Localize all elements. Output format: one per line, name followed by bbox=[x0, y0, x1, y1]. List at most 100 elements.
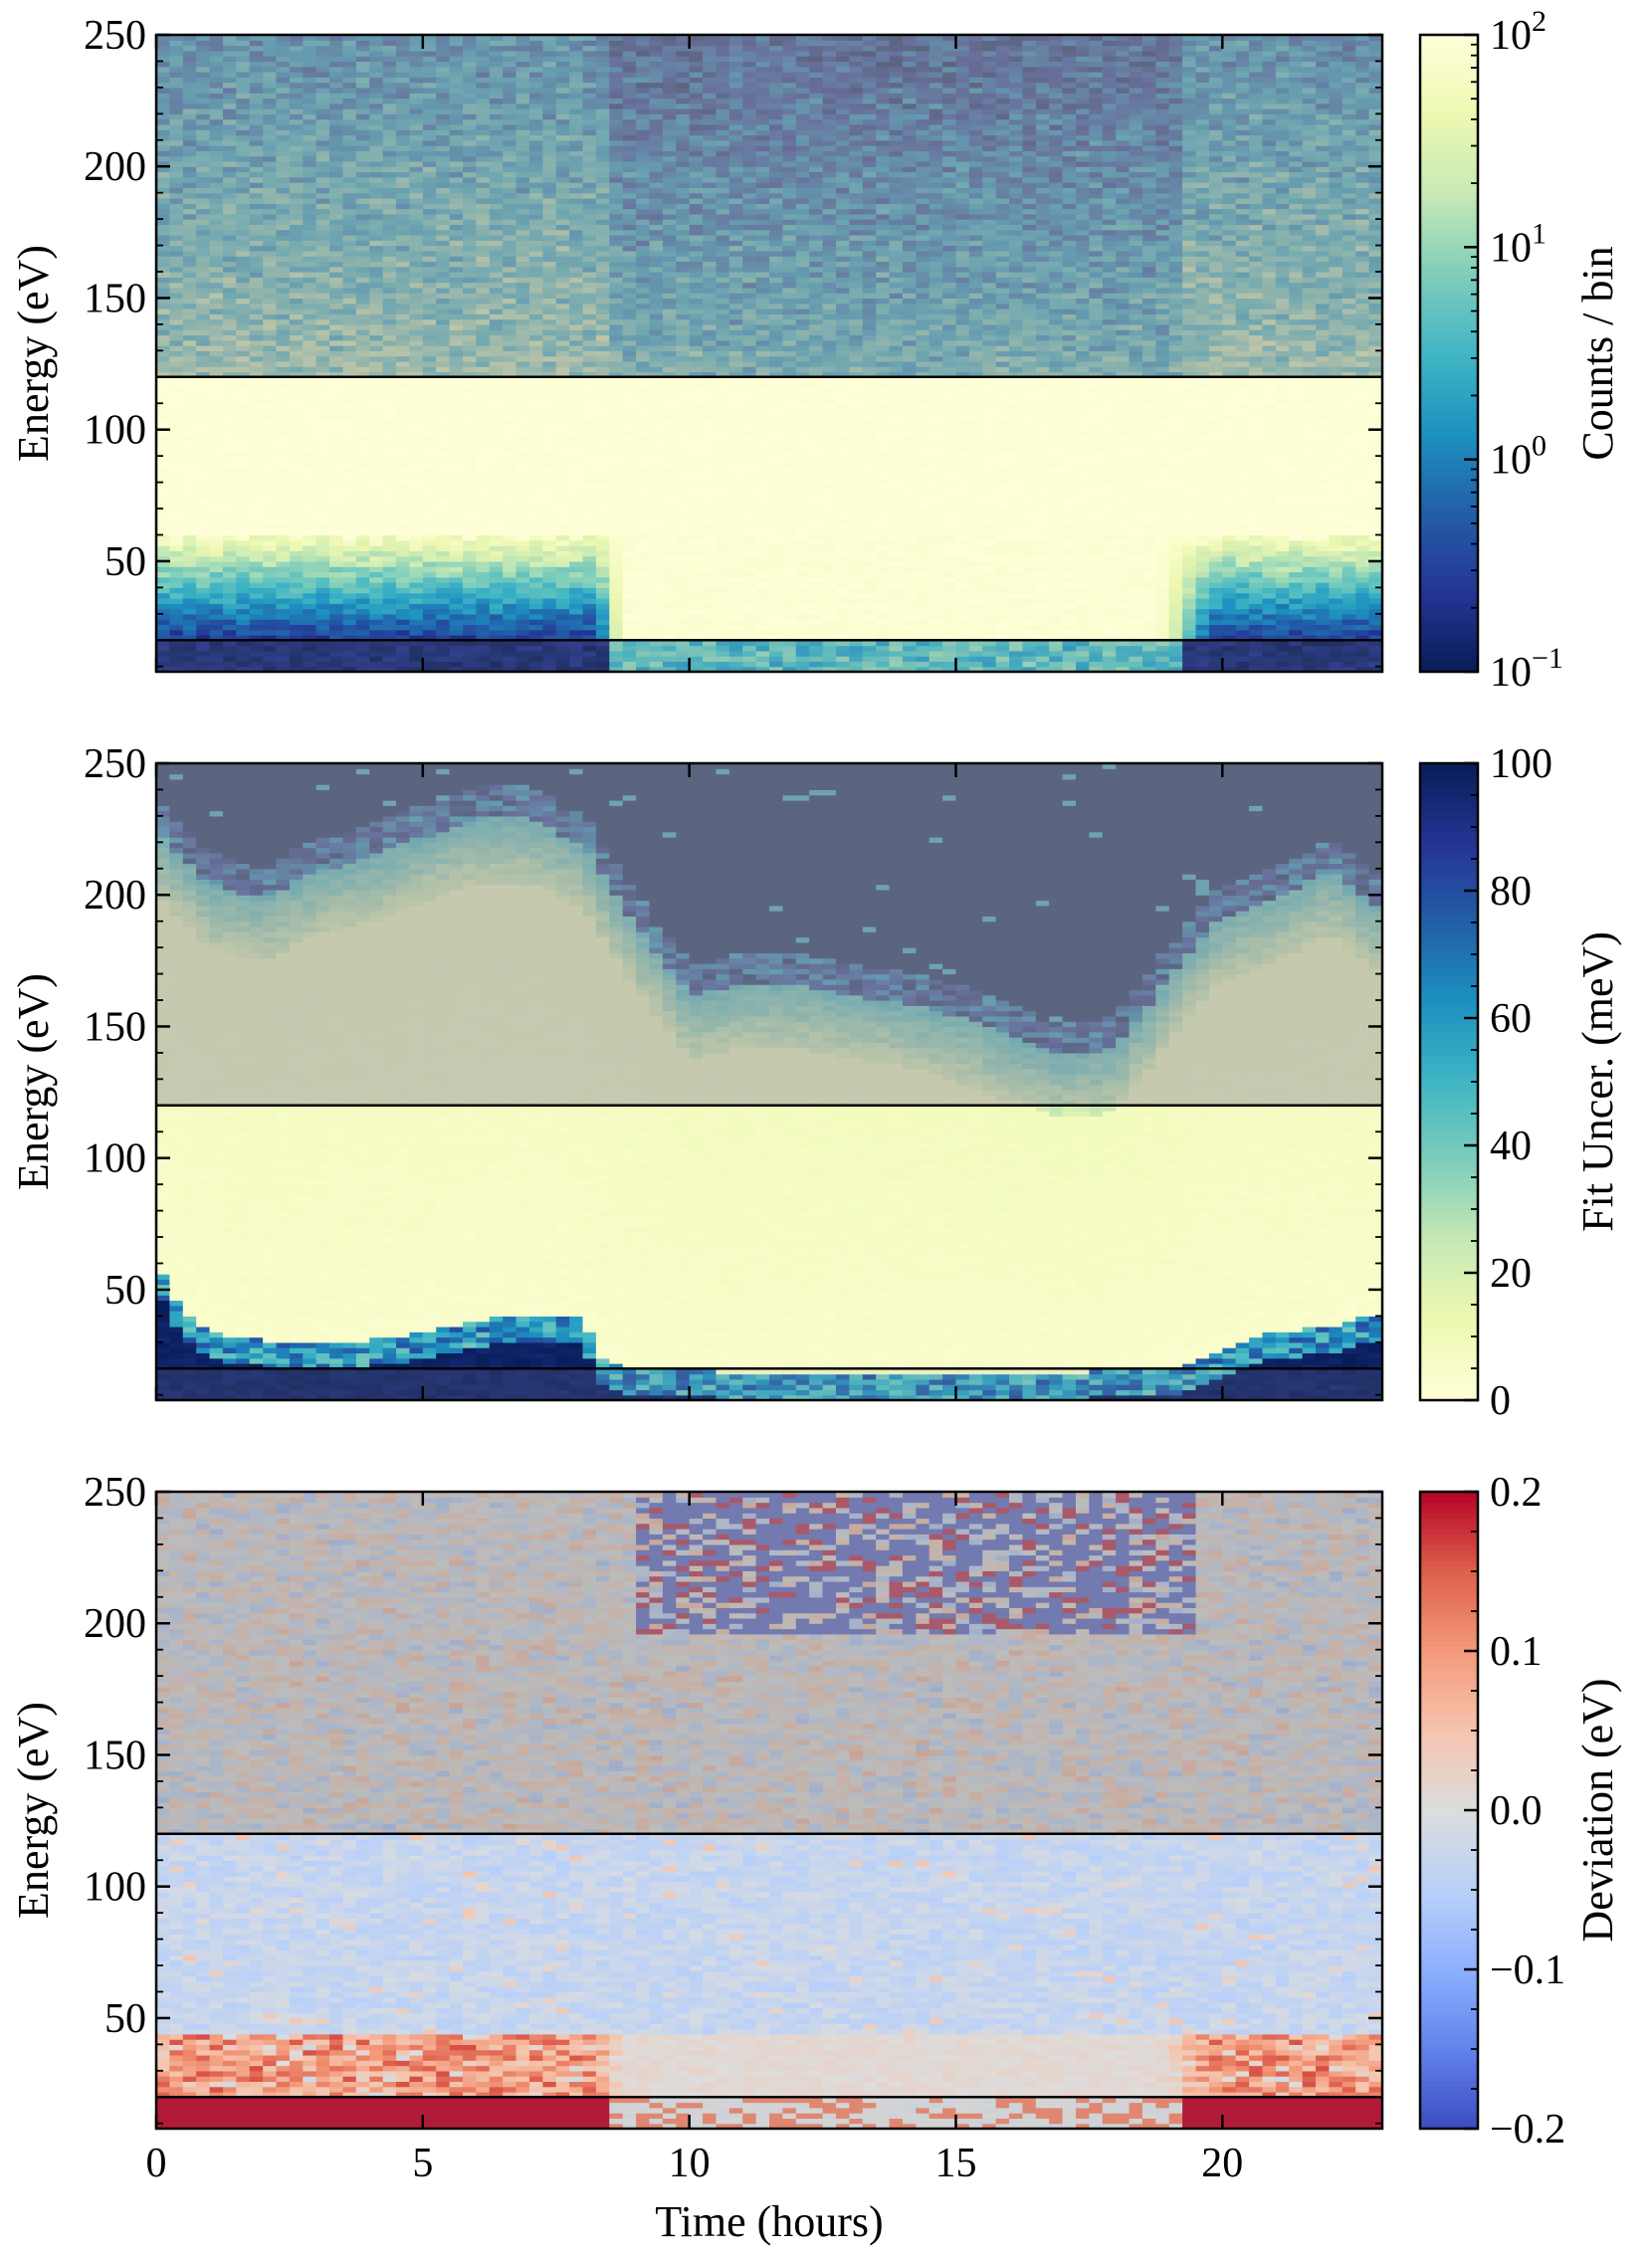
heatmap-cell bbox=[476, 523, 491, 530]
heatmap-cell bbox=[289, 419, 304, 426]
heatmap-cell bbox=[422, 498, 437, 505]
heatmap-cell bbox=[516, 456, 530, 463]
heatmap-cell bbox=[528, 477, 543, 484]
heatmap-cell bbox=[436, 472, 451, 478]
heatmap-cell bbox=[196, 523, 211, 530]
heatmap-cell bbox=[355, 518, 370, 525]
heatmap-cell bbox=[263, 545, 278, 551]
heatmap-cell bbox=[703, 666, 718, 672]
heatmap-cell bbox=[503, 613, 517, 620]
heatmap-cell bbox=[263, 434, 278, 441]
heatmap-cell bbox=[369, 661, 384, 668]
heatmap-cell bbox=[209, 466, 224, 473]
heatmap-cell bbox=[516, 513, 530, 520]
heatmap-cell bbox=[289, 503, 304, 510]
heatmap-cell bbox=[182, 555, 197, 562]
heatmap-cell bbox=[249, 576, 264, 583]
heatmap-cell bbox=[276, 555, 291, 562]
heatmap-cell bbox=[503, 477, 517, 484]
heatmap-cell bbox=[609, 503, 624, 510]
heatmap-cell bbox=[516, 493, 530, 500]
heatmap-cell bbox=[222, 539, 237, 546]
heatmap-cell bbox=[622, 529, 637, 536]
heatmap-cell bbox=[528, 403, 543, 410]
heatmap-cell bbox=[263, 550, 278, 557]
heatmap-cell bbox=[289, 482, 304, 489]
heatmap-cell bbox=[156, 555, 170, 562]
heatmap-cell bbox=[676, 624, 691, 631]
heatmap-cell bbox=[289, 650, 304, 657]
heatmap-cell bbox=[449, 413, 464, 420]
heatmap-cell bbox=[449, 397, 464, 404]
heatmap-cell bbox=[569, 592, 584, 599]
heatmap-cell bbox=[436, 603, 451, 610]
heatmap-cell bbox=[569, 392, 584, 399]
heatmap-cell bbox=[396, 513, 411, 520]
heatmap-cell bbox=[489, 656, 504, 663]
heatmap-cell bbox=[329, 571, 344, 578]
heatmap-cell bbox=[676, 587, 691, 594]
heatmap-cell bbox=[503, 529, 517, 536]
heatmap-cell bbox=[636, 434, 651, 441]
heatmap-cell bbox=[436, 450, 451, 457]
heatmap-cell bbox=[516, 382, 530, 388]
heatmap-cell bbox=[542, 503, 557, 510]
heatmap-cell bbox=[582, 555, 597, 562]
heatmap-cell bbox=[355, 634, 370, 641]
heatmap-cell bbox=[182, 503, 197, 510]
heatmap-cell bbox=[689, 509, 704, 514]
heatmap-cell bbox=[622, 539, 637, 546]
heatmap-cell bbox=[263, 376, 278, 383]
heatmap-cell bbox=[542, 434, 557, 441]
heatmap-cell bbox=[182, 392, 197, 399]
heatmap-cell bbox=[503, 482, 517, 489]
heatmap-cell bbox=[436, 376, 451, 383]
heatmap-cell bbox=[463, 640, 477, 647]
heatmap-cell bbox=[569, 509, 584, 514]
heatmap-cell bbox=[622, 503, 637, 510]
heatmap-cell bbox=[289, 382, 304, 388]
heatmap-cell bbox=[409, 419, 424, 426]
heatmap-cell bbox=[236, 440, 251, 447]
heatmap-cell bbox=[569, 376, 584, 383]
heatmap-cell bbox=[569, 403, 584, 410]
heatmap-cell bbox=[276, 629, 291, 636]
heatmap-cell bbox=[689, 597, 704, 604]
heatmap-cell bbox=[196, 472, 211, 478]
heatmap-cell bbox=[676, 493, 691, 500]
heatmap-cell bbox=[342, 498, 357, 505]
heatmap-cell bbox=[289, 624, 304, 631]
heatmap-cell bbox=[555, 503, 570, 510]
heatmap-cell bbox=[436, 566, 451, 573]
heatmap-cell bbox=[182, 387, 197, 394]
heatmap-cell bbox=[249, 534, 264, 541]
heatmap-cell bbox=[636, 413, 651, 420]
heatmap-cell bbox=[422, 397, 437, 404]
heatmap-cell bbox=[582, 413, 597, 420]
heatmap-cell bbox=[528, 376, 543, 383]
heatmap-cell bbox=[569, 608, 584, 615]
heatmap-cell bbox=[329, 456, 344, 463]
heatmap-cell bbox=[636, 666, 651, 672]
heatmap-cell bbox=[436, 518, 451, 525]
heatmap-cell bbox=[449, 518, 464, 525]
heatmap-cell bbox=[662, 523, 677, 530]
heatmap-cell bbox=[662, 498, 677, 505]
heatmap-cell bbox=[649, 582, 664, 588]
heatmap-cell bbox=[676, 629, 691, 636]
heatmap-cell bbox=[636, 456, 651, 463]
heatmap-cell bbox=[236, 376, 251, 383]
heatmap-cell bbox=[595, 397, 610, 404]
heatmap-cell bbox=[276, 397, 291, 404]
heatmap-cell bbox=[396, 429, 411, 436]
heatmap-cell bbox=[636, 645, 651, 652]
heatmap-cell bbox=[436, 550, 451, 557]
heatmap-cell bbox=[528, 440, 543, 447]
heatmap-cell bbox=[516, 387, 530, 394]
heatmap-cell bbox=[436, 608, 451, 615]
heatmap-cell bbox=[503, 550, 517, 557]
heatmap-cell bbox=[263, 456, 278, 463]
heatmap-cell bbox=[582, 487, 597, 494]
heatmap-cell bbox=[436, 661, 451, 668]
heatmap-cell bbox=[289, 539, 304, 546]
